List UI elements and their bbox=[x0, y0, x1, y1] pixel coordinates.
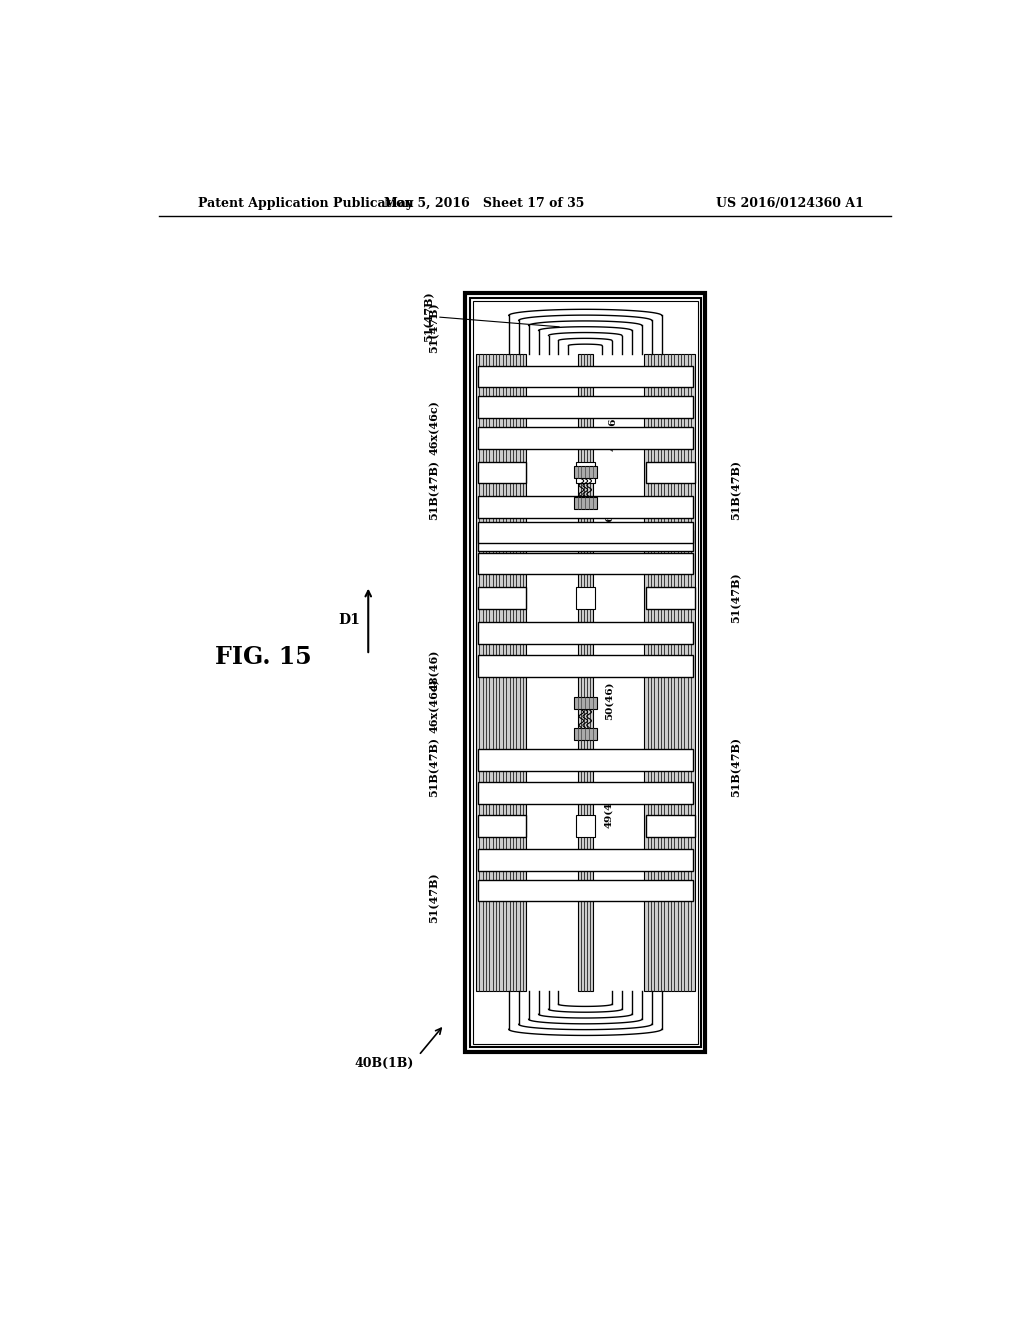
Text: 51B(47B): 51B(47B) bbox=[429, 459, 439, 520]
Bar bbox=[573, 466, 597, 478]
Bar bbox=[465, 293, 706, 1052]
Bar bbox=[575, 462, 595, 483]
Bar bbox=[646, 816, 694, 837]
Text: 51B(47B): 51B(47B) bbox=[429, 737, 439, 797]
Bar bbox=[477, 880, 693, 902]
Text: 40B(1B): 40B(1B) bbox=[354, 1056, 414, 1069]
Text: 46x(46c): 46x(46c) bbox=[429, 400, 439, 455]
Bar bbox=[477, 587, 526, 609]
Bar bbox=[477, 521, 693, 544]
Bar bbox=[470, 298, 700, 1047]
Bar bbox=[477, 748, 693, 771]
Bar bbox=[575, 816, 595, 837]
Text: 48(46): 48(46) bbox=[429, 649, 439, 692]
Bar bbox=[477, 781, 693, 804]
Bar bbox=[644, 354, 694, 991]
Bar bbox=[573, 729, 597, 739]
Bar bbox=[646, 587, 694, 609]
Text: FIG. 15: FIG. 15 bbox=[215, 645, 312, 669]
Text: D1: D1 bbox=[338, 614, 359, 627]
Text: May 5, 2016   Sheet 17 of 35: May 5, 2016 Sheet 17 of 35 bbox=[384, 197, 585, 210]
Text: 51(47B): 51(47B) bbox=[423, 290, 559, 342]
Bar bbox=[477, 396, 693, 418]
Bar bbox=[477, 816, 526, 837]
Text: 51(47B): 51(47B) bbox=[429, 302, 439, 354]
Bar bbox=[477, 496, 693, 517]
Bar bbox=[477, 849, 693, 871]
Text: 46x(46c): 46x(46c) bbox=[429, 677, 439, 733]
Text: 51B(47B): 51B(47B) bbox=[731, 459, 741, 520]
Text: 49(46): 49(46) bbox=[608, 413, 617, 451]
Text: 50(46): 50(46) bbox=[604, 682, 613, 721]
Bar bbox=[477, 622, 693, 644]
Bar bbox=[573, 498, 597, 508]
Bar bbox=[578, 354, 593, 991]
Bar bbox=[477, 529, 693, 552]
Bar bbox=[477, 366, 693, 387]
Text: 49(46): 49(46) bbox=[604, 789, 613, 828]
Bar bbox=[477, 553, 693, 574]
Text: Patent Application Publication: Patent Application Publication bbox=[198, 197, 414, 210]
Bar bbox=[575, 587, 595, 609]
Text: US 2016/0124360 A1: US 2016/0124360 A1 bbox=[717, 197, 864, 210]
Text: 50(46): 50(46) bbox=[604, 508, 613, 548]
Bar bbox=[646, 462, 694, 483]
Bar bbox=[477, 428, 693, 449]
Text: 51B(47B): 51B(47B) bbox=[731, 737, 741, 797]
Text: 51(47B): 51(47B) bbox=[731, 572, 741, 623]
Bar bbox=[473, 301, 697, 1044]
Bar bbox=[477, 655, 693, 677]
Bar bbox=[573, 697, 597, 709]
Text: 51(47B): 51(47B) bbox=[429, 873, 439, 923]
Bar bbox=[477, 462, 526, 483]
Bar bbox=[476, 354, 526, 991]
